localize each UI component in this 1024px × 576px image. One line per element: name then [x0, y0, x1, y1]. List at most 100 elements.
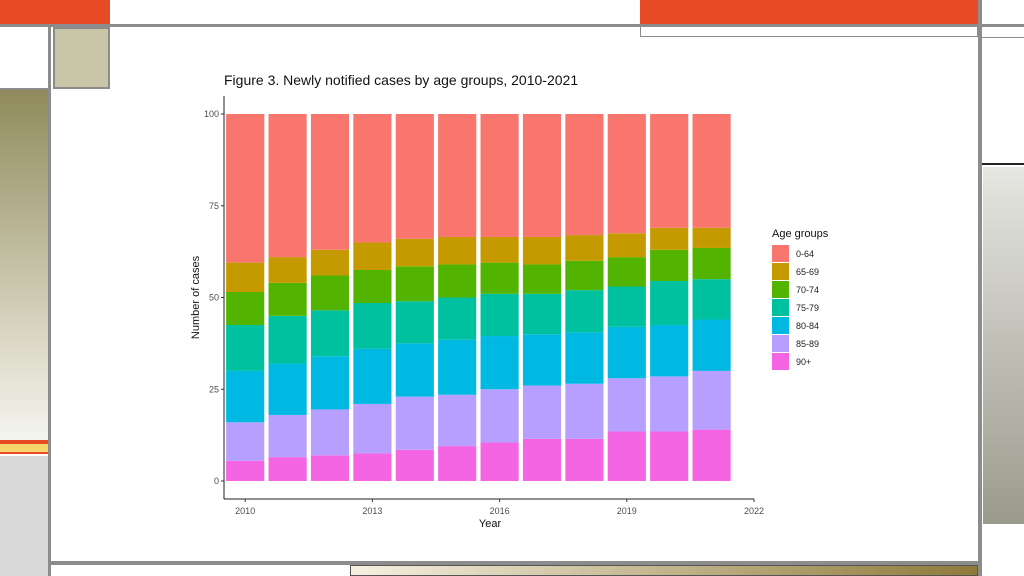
bar-segment	[480, 236, 519, 263]
bar-segment	[650, 376, 689, 432]
bar-segment	[607, 378, 646, 432]
khaki-block	[53, 27, 110, 89]
x-tick-label: 2016	[490, 506, 510, 516]
bar-segment	[226, 291, 265, 326]
bar-segment	[226, 114, 265, 263]
bar-segment	[650, 249, 689, 281]
red-line-left	[0, 452, 48, 454]
bar-segment	[438, 339, 477, 395]
bar-segment	[565, 114, 604, 236]
legend-label: 75-79	[796, 303, 819, 313]
top-right-outline-box	[640, 27, 978, 37]
legend-swatch	[772, 281, 789, 298]
bar-segment	[438, 297, 477, 340]
bar-segment	[310, 455, 350, 481]
legend-label: 90+	[796, 357, 811, 367]
bar-segment	[395, 343, 434, 397]
olive-gradient-bar	[0, 88, 48, 440]
chart-title: Figure 3. Newly notified cases by age gr…	[224, 72, 579, 88]
bar-segment	[480, 389, 519, 443]
bar-segment	[268, 114, 307, 258]
bar-segment	[607, 326, 646, 379]
legend-title: Age groups	[772, 228, 829, 240]
y-tick-label: 75	[209, 201, 219, 211]
legend-label: 0-64	[796, 249, 814, 259]
bar-segment	[522, 114, 562, 237]
y-tick-label: 100	[204, 109, 219, 119]
legend-label: 85-89	[796, 339, 819, 349]
bar-segment	[353, 403, 392, 454]
bar-segment	[310, 114, 350, 250]
legend-label: 70-74	[796, 285, 819, 295]
bar-segment	[650, 431, 689, 481]
legend-swatch	[772, 263, 789, 280]
bar-segment	[353, 114, 392, 243]
legend-swatch	[772, 353, 789, 370]
y-tick-label: 25	[209, 384, 219, 394]
right-thin-line	[982, 37, 1024, 38]
bar-segment	[480, 293, 519, 337]
bar-segment	[565, 332, 604, 384]
bar-segment	[438, 446, 477, 481]
bar-segment	[607, 114, 646, 234]
bar-segment	[268, 363, 307, 415]
bar-segment	[522, 438, 562, 481]
bar-segment	[607, 233, 646, 258]
bar-segment	[226, 370, 265, 423]
x-tick-label: 2019	[617, 506, 637, 516]
bar-segment	[353, 269, 392, 304]
bottom-frame-line	[48, 561, 978, 565]
bar-segment	[607, 431, 646, 481]
bar-segment	[692, 247, 731, 280]
orange-bar-top-left	[0, 0, 110, 24]
bar-segment	[522, 264, 562, 294]
bar-segment	[395, 449, 434, 481]
bar-segment	[480, 442, 519, 481]
bar-segment	[565, 290, 604, 333]
bar-segment	[353, 348, 392, 404]
right-frame-line	[978, 0, 982, 576]
bar-segment	[692, 370, 731, 430]
bar-segment	[565, 235, 604, 261]
bar-segment	[226, 262, 265, 292]
right-top-divider	[982, 24, 1024, 27]
bar-segment	[522, 385, 562, 439]
legend-swatch	[772, 317, 789, 334]
bar-segment	[268, 282, 307, 316]
x-axis-label: Year	[479, 518, 502, 530]
bar-segment	[480, 114, 519, 237]
bar-segment	[650, 325, 689, 377]
bar-segment	[226, 460, 265, 481]
y-tick-label: 50	[209, 293, 219, 303]
bar-segment	[226, 325, 265, 371]
legend-swatch	[772, 335, 789, 352]
legend-label: 65-69	[796, 267, 819, 277]
bar-segment	[353, 453, 392, 481]
bar-segment	[692, 114, 731, 228]
bar-segment	[692, 429, 731, 481]
bar-segment	[565, 383, 604, 439]
bar-segment	[692, 319, 731, 371]
bar-segment	[650, 114, 689, 228]
bar-segment	[565, 260, 604, 291]
yellow-strip-left	[0, 444, 48, 452]
bar-segment	[310, 409, 350, 456]
orange-bar-top-right	[640, 0, 978, 24]
bar-segment	[438, 236, 477, 265]
light-gray-block-left	[0, 456, 48, 576]
bar-segment	[480, 262, 519, 294]
bar-segment	[692, 279, 731, 320]
x-tick-label: 2022	[744, 506, 764, 516]
bar-segment	[353, 303, 392, 349]
legend-swatch	[772, 245, 789, 262]
bar-segment	[310, 310, 350, 357]
bar-segment	[607, 286, 646, 327]
bar-segment	[395, 396, 434, 450]
bar-segment	[268, 315, 307, 364]
bar-segment	[607, 257, 646, 287]
bar-segment	[395, 266, 434, 302]
bar-segment	[480, 336, 519, 390]
bar-segment	[310, 356, 350, 410]
bar-segment	[310, 249, 350, 276]
bar-segment	[650, 280, 689, 326]
